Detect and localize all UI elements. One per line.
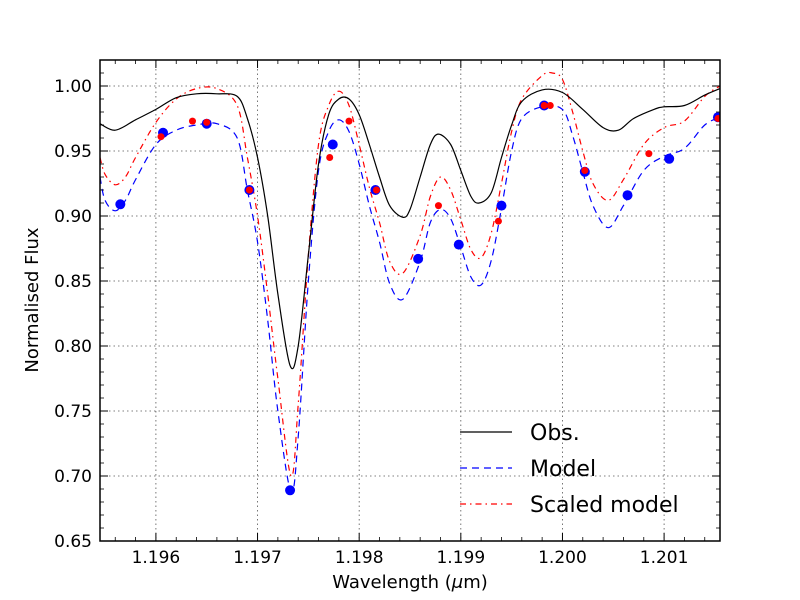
scaled-model-point	[714, 115, 720, 122]
scaled-model-point	[546, 102, 554, 109]
series-line-scaled-model	[100, 71, 720, 477]
y-tick-label: 1.00	[54, 77, 92, 97]
scaled-model-point	[326, 154, 334, 161]
grid	[100, 60, 720, 542]
y-tick-label: 0.90	[54, 207, 92, 227]
model-point	[664, 153, 675, 164]
scaled-model-point	[645, 150, 653, 158]
scaled-model-point	[540, 102, 548, 109]
series-line-obs	[100, 88, 720, 370]
x-tick-label: 1.200	[538, 548, 587, 568]
model-point	[622, 190, 633, 201]
y-tick-label: 0.80	[54, 337, 92, 357]
scaled-model-point	[203, 118, 211, 126]
scaled-model-point	[494, 217, 502, 225]
plot-frame	[99, 59, 721, 542]
model-point	[115, 199, 126, 210]
x-tick-label: 1.197	[233, 548, 282, 568]
scaled-model-point	[581, 167, 589, 174]
scaled-model-point	[372, 186, 380, 194]
scaled-model-point	[245, 186, 253, 194]
x-tick-label: 1.196	[132, 548, 181, 568]
x-tick-label: 1.199	[436, 548, 485, 568]
y-axis-label: Normalised Flux	[22, 227, 43, 372]
y-tick-label: 0.85	[54, 272, 92, 292]
scaled-model-point	[188, 117, 196, 125]
legend-label: Obs.	[530, 421, 580, 446]
model-point	[413, 253, 424, 264]
scaled-model-point	[345, 117, 353, 125]
x-tick-label: 1.201	[640, 548, 689, 568]
legend-label: Scaled model	[530, 493, 679, 518]
x-axis-label: Wavelength (μm)	[332, 572, 488, 593]
legend: Obs. Model Scaled model	[460, 421, 679, 518]
x-tick-label: 1.198	[335, 548, 384, 568]
model-point	[496, 200, 507, 211]
scaled-model-point	[157, 133, 165, 141]
legend-label: Model	[530, 457, 596, 482]
y-tick-label: 0.65	[54, 532, 92, 552]
series-layer	[100, 71, 720, 493]
series-line-model	[100, 105, 720, 493]
model-point	[327, 139, 338, 150]
model-point	[453, 239, 464, 250]
y-tick-label: 0.75	[54, 402, 92, 422]
ticks: 1.196 1.197 1.198 1.199 1.200 1.201 0.65 0.70 0.…	[54, 60, 720, 568]
y-tick-label: 0.70	[54, 467, 92, 487]
model-point	[285, 485, 296, 496]
y-tick-label: 0.95	[54, 142, 92, 162]
scaled-model-point	[434, 202, 442, 210]
marker-layer	[115, 100, 720, 496]
